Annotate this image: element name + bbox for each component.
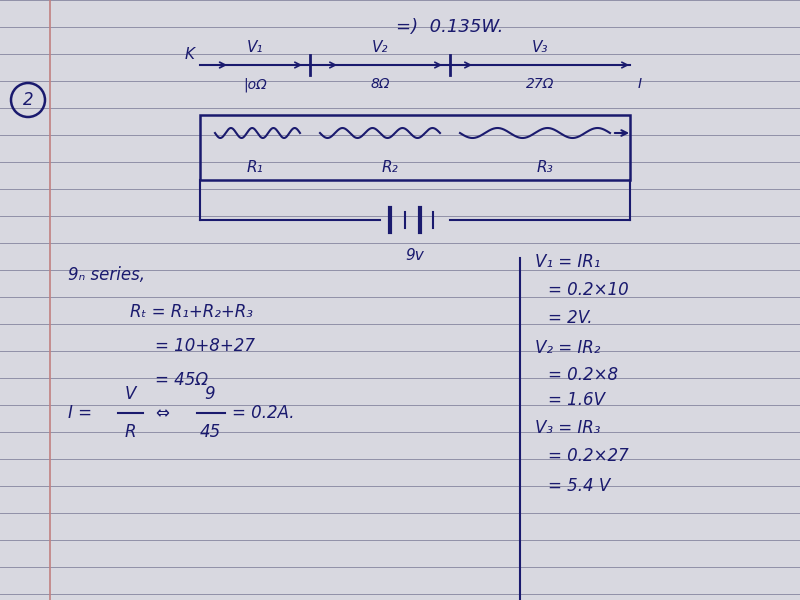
Text: = 0.2×27: = 0.2×27: [548, 447, 629, 465]
Text: =)  0.135W.: =) 0.135W.: [396, 18, 504, 36]
Text: V₃ = IR₃: V₃ = IR₃: [535, 419, 600, 437]
Text: 2: 2: [22, 91, 34, 109]
Text: I =: I =: [68, 404, 92, 422]
Text: 9v: 9v: [406, 248, 424, 263]
Text: R₁: R₁: [246, 160, 263, 175]
Text: = 45Ω: = 45Ω: [155, 371, 208, 389]
Text: = 0.2×8: = 0.2×8: [548, 366, 618, 384]
Text: R: R: [124, 423, 136, 441]
Text: 45: 45: [199, 423, 221, 441]
Text: 27Ω: 27Ω: [526, 77, 554, 91]
Text: 9ₙ series,: 9ₙ series,: [68, 266, 145, 284]
Text: = 0.2×10: = 0.2×10: [548, 281, 629, 299]
Text: V₂ = IR₂: V₂ = IR₂: [535, 339, 600, 357]
Text: V₁ = IR₁: V₁ = IR₁: [535, 253, 600, 271]
Text: I: I: [638, 77, 642, 91]
Text: = 10+8+27: = 10+8+27: [155, 337, 255, 355]
Text: V₂: V₂: [372, 40, 388, 55]
Text: 9: 9: [205, 385, 215, 403]
Text: V₃: V₃: [532, 40, 548, 55]
Text: = 1.6V: = 1.6V: [548, 391, 605, 409]
Text: V: V: [124, 385, 136, 403]
Text: R₃: R₃: [537, 160, 554, 175]
Text: V₁: V₁: [246, 40, 263, 55]
Text: = 2V.: = 2V.: [548, 309, 593, 327]
Bar: [200, 115, 630, 180]
Text: K: K: [185, 47, 195, 62]
Text: |oΩ: |oΩ: [243, 77, 267, 91]
Text: ⇔: ⇔: [155, 404, 169, 422]
Text: Rₜ = R₁+R₂+R₃: Rₜ = R₁+R₂+R₃: [130, 303, 253, 321]
Text: 8Ω: 8Ω: [370, 77, 390, 91]
Text: R₂: R₂: [382, 160, 398, 175]
Text: = 5.4 V: = 5.4 V: [548, 477, 610, 495]
Text: = 0.2A.: = 0.2A.: [232, 404, 294, 422]
